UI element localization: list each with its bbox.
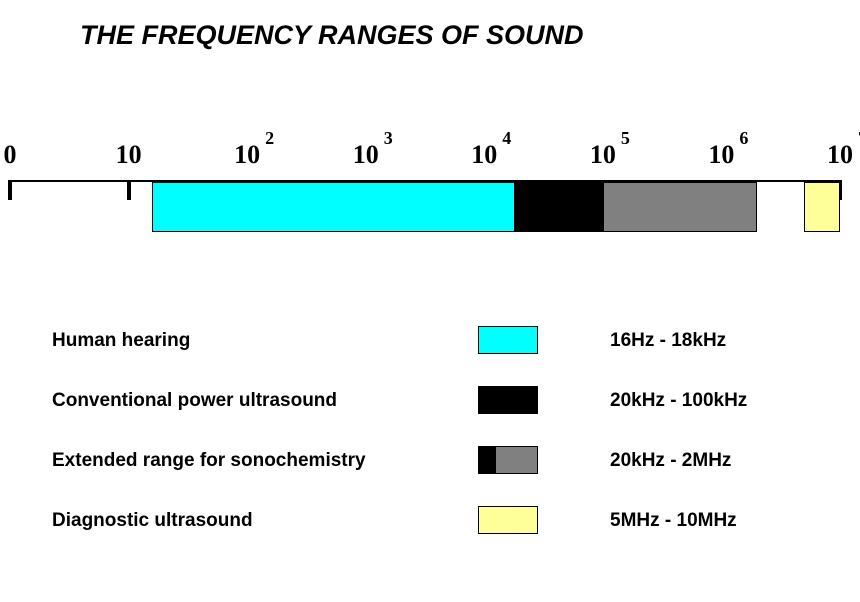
legend-range: 5MHz - 10MHz (610, 510, 737, 532)
legend-swatch (478, 506, 538, 534)
legend-label: Extended range for sonochemistry (52, 450, 366, 472)
legend-range: 16Hz - 18kHz (610, 330, 726, 352)
axis-tick (127, 180, 131, 200)
legend-range: 20kHz - 2MHz (610, 450, 731, 472)
axis-tick-label: 10 (353, 140, 379, 170)
band-human-hearing (152, 182, 515, 232)
axis-tick-label: 10 (590, 140, 616, 170)
band-diagnostic (804, 182, 840, 232)
axis-tick-label: 10 (827, 140, 853, 170)
axis-tick-exponent: 6 (739, 128, 748, 149)
axis-tick-label: 10 (116, 140, 142, 170)
axis-tick-exponent: 3 (384, 128, 393, 149)
band-sonochemistry (603, 182, 757, 232)
axis-tick-label: 10 (234, 140, 260, 170)
legend-swatch (478, 326, 538, 354)
axis-tick-label: 10 (708, 140, 734, 170)
page-title: THE FREQUENCY RANGES OF SOUND (80, 20, 584, 51)
axis-tick-exponent: 4 (502, 128, 511, 149)
legend-label: Diagnostic ultrasound (52, 510, 253, 532)
axis-tick-label: 10 (471, 140, 497, 170)
band-power-ultrasound (515, 182, 603, 232)
axis-tick (8, 180, 12, 200)
axis-tick-label: 0 (4, 140, 17, 170)
legend-swatch (478, 386, 538, 414)
legend-swatch-split (479, 447, 496, 473)
legend-swatch (478, 446, 538, 474)
legend-range: 20kHz - 100kHz (610, 390, 747, 412)
legend-label: Human hearing (52, 330, 190, 352)
axis-tick-exponent: 2 (265, 128, 274, 149)
legend-label: Conventional power ultrasound (52, 390, 337, 412)
axis-tick-exponent: 5 (621, 128, 630, 149)
